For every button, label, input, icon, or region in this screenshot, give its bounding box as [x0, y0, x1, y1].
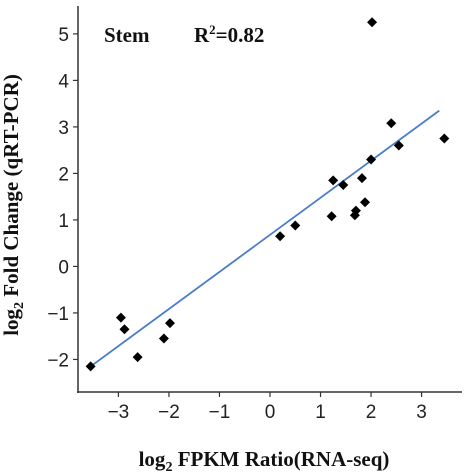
x-tick-label: 2 [366, 402, 377, 423]
data-point [367, 17, 378, 28]
data-point [328, 175, 339, 186]
y-tick-label: −1 [47, 304, 69, 325]
data-point [366, 154, 377, 165]
x-axis-label-sub: 2 [165, 460, 172, 474]
y-axis-label-sub: 2 [12, 302, 27, 309]
x-tick-label: −1 [209, 402, 231, 423]
y-tick-label: 3 [58, 118, 69, 139]
x-axis-label-log: log [139, 447, 166, 471]
panel-label: Stem [104, 23, 150, 47]
data-point [85, 361, 96, 372]
data-point [290, 220, 301, 231]
x-axis-label: log2 FPKM Ratio(RNA-seq) [139, 447, 390, 474]
r-squared-base: R [194, 23, 210, 47]
y-tick-label: 5 [58, 25, 69, 46]
data-point [132, 352, 143, 363]
data-point [326, 211, 337, 222]
y-tick-label: −2 [47, 350, 69, 371]
x-tick-label: 1 [315, 402, 326, 423]
r-squared-sup: 2 [209, 22, 216, 37]
data-point [350, 205, 361, 216]
y-axis-label: log2 Fold Change (qRT-PCR) [0, 74, 27, 336]
data-point [393, 140, 404, 151]
data-point [439, 133, 450, 144]
y-tick-label: 2 [58, 164, 69, 185]
data-point [386, 118, 397, 129]
data-point [164, 318, 175, 329]
data-point [338, 180, 349, 191]
x-tick-label: 3 [416, 402, 427, 423]
data-point [158, 333, 169, 344]
y-tick-label: 1 [58, 211, 69, 232]
regression-line [90, 109, 440, 368]
ticks: −3 −2 −1 0 1 2 3 −2 −1 0 1 2 3 4 5 [47, 25, 427, 423]
y-axis-label-log: log [0, 308, 23, 335]
data-point [115, 312, 126, 323]
y-tick-label: 0 [58, 257, 69, 278]
y-axis-label-rest: Fold Change (qRT-PCR) [0, 74, 23, 302]
data-point [356, 173, 367, 184]
r-squared-value: =0.82 [216, 23, 265, 47]
x-tick-label: −3 [108, 402, 130, 423]
data-point [275, 231, 286, 242]
x-tick-label: 0 [265, 402, 276, 423]
x-tick-label: −2 [158, 402, 180, 423]
r-squared-label: R2=0.82 [194, 22, 264, 47]
data-point [119, 324, 130, 335]
data-point [359, 197, 370, 208]
x-axis-label-rest: FPKM Ratio(RNA-seq) [172, 447, 389, 471]
data-points [85, 17, 450, 372]
y-tick-label: 4 [58, 71, 69, 92]
